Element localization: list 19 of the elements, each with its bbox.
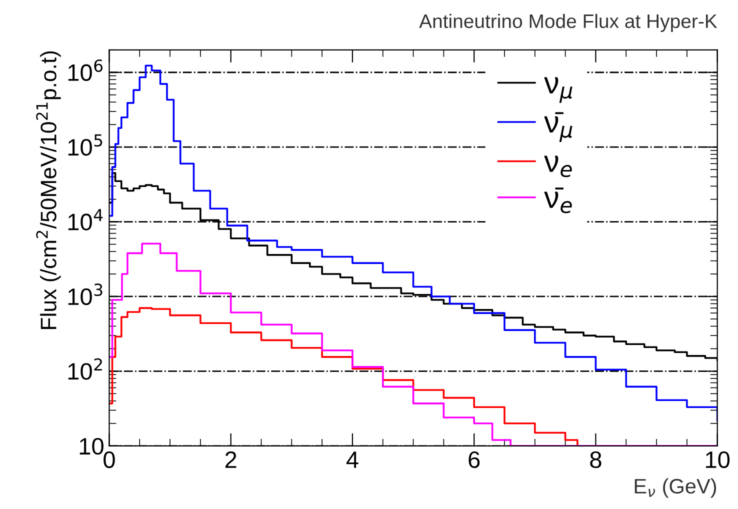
y-tick-label: 10$^{4}$: [68, 209, 103, 230]
x-tick-label: 0: [104, 451, 115, 468]
legend-label: ν̄$_{e}$: [544, 188, 572, 214]
y-tick-label: 10$^{2}$: [68, 358, 102, 380]
y-tick-label: 10$^{5}$: [68, 134, 102, 156]
x-tick-label: 10: [706, 451, 730, 468]
y-axis-title: Flux (/cm$^{2}$/50MeV/10$^{21}$p.o.t): [36, 51, 61, 329]
x-axis-title: E$_{ν}$ (GeV): [634, 478, 716, 498]
x-tick-label: 6: [468, 451, 480, 468]
legend-label: ν$_{e}$: [544, 156, 572, 178]
x-tick-label: 8: [590, 451, 602, 468]
y-tick-label: 10$^{3}$: [68, 284, 102, 306]
x-tick-label: 2: [225, 451, 236, 468]
x-tick-label: 4: [346, 452, 358, 468]
chart-title: Antineutrino Mode Flux at Hyper-K: [419, 14, 718, 32]
legend-label: ν̄$_{μ}$: [544, 112, 572, 142]
legend-label: ν$_{μ}$: [544, 77, 572, 103]
y-tick-label: 10: [80, 438, 104, 455]
y-tick-label: 10$^{6}$: [68, 59, 103, 81]
